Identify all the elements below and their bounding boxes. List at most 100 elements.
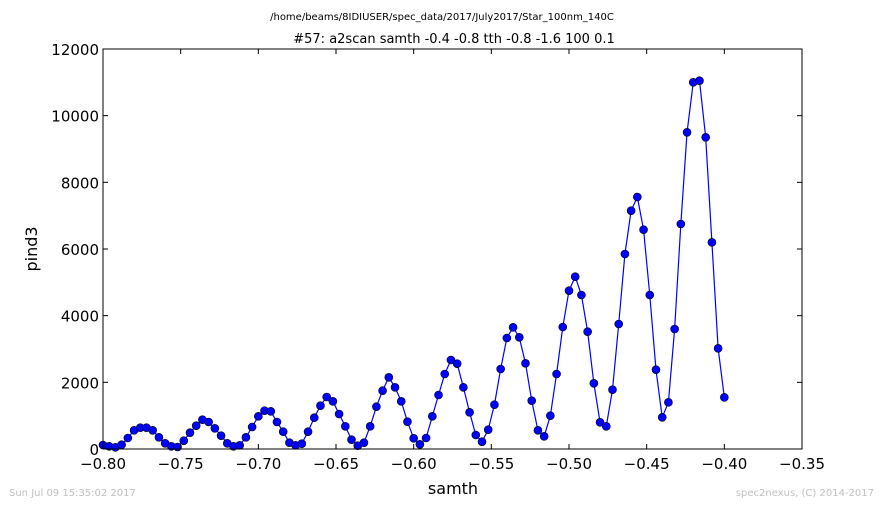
data-point <box>303 427 313 436</box>
data-point <box>421 433 431 443</box>
data-point <box>471 430 481 440</box>
y-tick-label: 10000 <box>51 108 99 126</box>
plot-area <box>103 49 802 449</box>
data-point <box>191 421 201 430</box>
data-point <box>378 386 387 395</box>
x-tick-label: −0.60 <box>391 455 437 473</box>
data-point <box>477 437 487 446</box>
data-point <box>341 422 350 431</box>
x-tick-label: −0.50 <box>546 455 592 473</box>
data-point <box>440 369 450 379</box>
data-point <box>633 192 642 202</box>
x-axis-ticks: −0.80 −0.75 −0.70 −0.65 −0.60 −0.55 −0.50 −0.45… <box>80 49 825 473</box>
data-point <box>347 435 356 444</box>
data-point <box>390 383 400 392</box>
data-point <box>695 76 704 85</box>
data-point <box>459 383 468 392</box>
data-point <box>608 385 617 394</box>
data-point <box>428 412 437 421</box>
data-point <box>639 225 648 234</box>
data-point <box>583 327 592 336</box>
data-point <box>372 402 381 411</box>
data-point <box>502 333 512 343</box>
data-point <box>216 431 226 440</box>
data-point <box>123 433 133 443</box>
data-point <box>403 417 412 426</box>
plot-frame <box>102 48 803 450</box>
data-point <box>558 322 568 332</box>
data-point <box>514 333 524 342</box>
data-point <box>676 219 686 229</box>
data-point <box>185 428 195 437</box>
data-point <box>210 424 220 433</box>
series-group <box>98 76 729 452</box>
data-point <box>309 413 319 422</box>
x-tick-label: −0.80 <box>80 455 126 473</box>
data-point <box>359 438 369 447</box>
data-point <box>241 433 251 442</box>
data-point <box>254 412 263 421</box>
y-axis-ticks: 0 2000 4000 6000 8000 10000 12000 <box>51 41 802 459</box>
data-point <box>564 286 574 295</box>
data-point <box>720 393 729 402</box>
footer-copyright: spec2nexus, (C) 2014-2017 <box>735 488 874 499</box>
data-point <box>204 417 213 427</box>
data-point <box>713 344 723 353</box>
y-axis-label: pind3 <box>22 226 41 271</box>
data-point <box>508 323 518 332</box>
data-point <box>384 373 394 382</box>
data-point <box>415 440 425 449</box>
data-point <box>626 206 636 215</box>
chart-subtitle: /home/beams/8IDIUSER/spec_data/2017/July… <box>270 12 614 23</box>
data-point <box>365 422 375 431</box>
y-tick-label: 4000 <box>61 308 99 326</box>
data-point <box>272 417 282 427</box>
data-point <box>589 379 599 388</box>
data-point <box>682 128 692 137</box>
data-point <box>533 426 543 435</box>
data-point <box>601 422 611 431</box>
x-tick-label: −0.65 <box>313 455 359 473</box>
data-point <box>154 433 164 442</box>
data-point <box>539 432 549 441</box>
x-axis-label: samth <box>428 479 478 498</box>
data-point <box>409 434 418 443</box>
y-tick-label: 6000 <box>61 241 99 259</box>
data-point <box>527 396 537 405</box>
data-point <box>546 411 555 420</box>
data-point <box>297 439 307 448</box>
data-point <box>434 390 443 400</box>
data-point <box>278 427 288 436</box>
data-point <box>266 407 276 416</box>
data-point <box>328 397 338 406</box>
data-point <box>651 365 661 374</box>
x-tick-label: −0.45 <box>624 455 670 473</box>
data-point <box>707 238 717 247</box>
data-point <box>701 133 710 142</box>
data-point <box>645 290 655 300</box>
data-point <box>148 426 158 435</box>
y-tick-label: 8000 <box>61 174 99 192</box>
data-point <box>614 319 624 329</box>
x-tick-label: −0.70 <box>235 455 281 473</box>
data-point <box>235 441 244 450</box>
footer-timestamp: Sun Jul 09 15:35:02 2017 <box>9 488 136 499</box>
data-point <box>452 359 462 368</box>
data-point <box>521 359 530 368</box>
y-tick-label: 2000 <box>61 374 99 392</box>
x-tick-label: −0.75 <box>158 455 204 473</box>
y-tick-label: 12000 <box>51 41 99 59</box>
data-point <box>595 418 605 427</box>
data-point <box>657 413 667 422</box>
y-tick-label: 0 <box>89 441 99 459</box>
data-point <box>483 425 493 434</box>
data-point <box>570 272 580 281</box>
x-tick-label: −0.35 <box>779 455 825 473</box>
data-point <box>316 401 325 410</box>
data-point <box>465 408 474 417</box>
data-point <box>396 397 406 406</box>
data-point <box>664 398 673 407</box>
x-tick-label: −0.40 <box>701 455 747 473</box>
data-point <box>496 364 505 374</box>
